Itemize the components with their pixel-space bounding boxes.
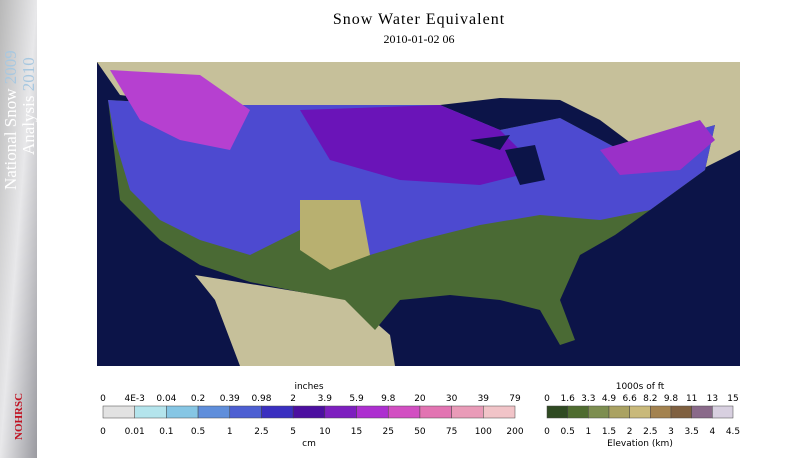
legend-label: 0.1 — [159, 427, 173, 437]
legend-label: 2 — [290, 394, 296, 404]
legend-label: 0.2 — [191, 394, 205, 404]
legend-label: 1 — [227, 427, 233, 437]
legend-label: 100 — [475, 427, 492, 437]
legend-label: 4.9 — [602, 394, 617, 404]
logo: NOHRSC — [13, 393, 25, 440]
color-swatch — [419, 405, 452, 419]
legend-label: 1.5 — [602, 427, 616, 437]
legend-label: 0.5 — [191, 427, 205, 437]
sidebar-year: 2010 — [19, 57, 38, 91]
color-swatch — [387, 405, 421, 419]
legend-label: 3.5 — [685, 427, 699, 437]
legend-label: 0.39 — [220, 394, 240, 404]
legend-label: 15 — [351, 427, 362, 437]
legend-label: 0.04 — [156, 394, 176, 404]
snow-deep — [300, 105, 540, 185]
color-swatch — [567, 405, 589, 419]
sidebar-line: Analysis — [19, 96, 38, 156]
legend-title: Elevation (km) — [607, 439, 673, 449]
sidebar-text: National Snow 2009 — [1, 50, 20, 190]
legend-title: 1000s of ft — [616, 382, 665, 392]
legend-label: 79 — [509, 394, 521, 404]
snow-mountain — [110, 70, 250, 150]
legend-label: 10 — [319, 427, 331, 437]
legend-label: 5.9 — [349, 394, 364, 404]
legend-label: 30 — [446, 394, 458, 404]
legend-label: 9.8 — [381, 394, 396, 404]
legend-label: 0 — [544, 427, 550, 437]
color-swatch — [588, 405, 610, 419]
bare-high — [300, 200, 370, 270]
subtitle: 2010-01-02 06 — [384, 32, 455, 46]
legend-label: 0 — [100, 427, 106, 437]
color-swatch — [197, 405, 231, 419]
color-swatch — [670, 405, 692, 419]
legend-label: 13 — [707, 394, 718, 404]
color-swatch — [650, 405, 672, 419]
snow-northeast — [600, 120, 715, 175]
color-swatch — [356, 405, 389, 419]
color-swatch — [102, 405, 135, 419]
color-swatch — [324, 405, 357, 419]
sidebar — [0, 0, 37, 458]
legend-label: 0.01 — [125, 427, 145, 437]
legend-label: 4E-3 — [124, 394, 144, 404]
legend-label: 50 — [414, 427, 426, 437]
color-swatch — [712, 405, 734, 419]
legend-label: 4 — [709, 427, 715, 437]
legend-label: 0.5 — [561, 427, 575, 437]
legend-label: 2.5 — [254, 427, 268, 437]
sidebar-text: Analysis 2010 — [19, 57, 38, 155]
legend-label: 200 — [506, 427, 523, 437]
elevation-legend: 1000s of ft Elevation (km) 0 1.6 3.3 4.9 6.6… — [544, 382, 740, 449]
legend-label: 0 — [544, 394, 550, 404]
legend-label: 2 — [627, 427, 633, 437]
color-swatch — [608, 405, 630, 419]
legend-label: 4.5 — [726, 427, 740, 437]
color-swatch — [229, 405, 262, 419]
map — [97, 62, 740, 366]
legend-label: 3 — [668, 427, 674, 437]
legend-title: inches — [294, 382, 323, 392]
legend-label: 3.3 — [581, 394, 595, 404]
legend-label: 3.9 — [318, 394, 333, 404]
legend-title: cm — [302, 439, 316, 449]
legend-label: 6.6 — [623, 394, 638, 404]
legend-label: 9.8 — [664, 394, 679, 404]
great-lakes — [470, 135, 545, 185]
legend-label: 39 — [478, 394, 490, 404]
color-swatch — [691, 405, 713, 419]
legend-label: 25 — [383, 427, 394, 437]
legend-label: 15 — [727, 394, 738, 404]
mexico — [195, 275, 395, 366]
sidebar-line: National Snow — [1, 88, 20, 190]
sidebar-year: 2009 — [1, 50, 20, 84]
legend-label: 1 — [585, 427, 591, 437]
legend-label: 2.5 — [643, 427, 657, 437]
swe-legend: inches cm 0 4E-3 0.04 0.2 0.39 0.98 2 3.9 5.9 9.8… — [100, 382, 524, 449]
color-swatch — [451, 405, 484, 419]
legend-label: 5 — [290, 427, 296, 437]
color-swatch — [546, 405, 568, 419]
legend-label: 8.2 — [643, 394, 657, 404]
legend-label: 0 — [100, 394, 106, 404]
color-swatch — [483, 405, 516, 419]
canada — [97, 62, 740, 170]
color-swatch — [292, 405, 326, 419]
legend-label: 11 — [686, 394, 697, 404]
color-swatch — [261, 405, 294, 419]
legend-label: 0.98 — [251, 394, 271, 404]
legend-label: 75 — [446, 427, 457, 437]
color-swatch — [629, 405, 651, 419]
color-swatch — [134, 405, 167, 419]
title: Snow Water Equivalent — [333, 11, 505, 28]
legend-label: 20 — [414, 394, 426, 404]
legend-label: 1.6 — [561, 394, 576, 404]
color-swatch — [166, 405, 199, 419]
